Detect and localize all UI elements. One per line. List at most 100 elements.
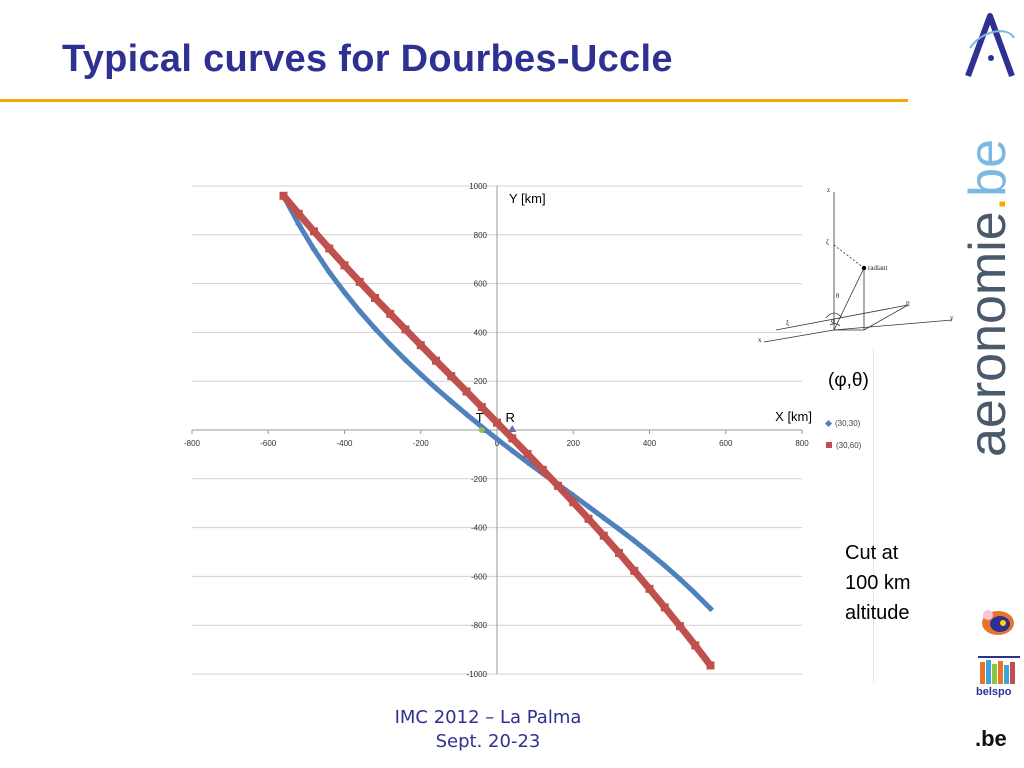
data-point-series1 (310, 245, 318, 253)
data-point-series1 (447, 397, 455, 405)
y-tick-label: -600 (471, 572, 488, 581)
y-axis-title: Y [km] (509, 191, 546, 206)
cut-altitude-note: Cut at 100 km altitude (845, 538, 965, 628)
data-point-series1 (386, 341, 394, 349)
diagram-label-theta: θ (836, 292, 840, 300)
data-point-series2 (416, 341, 425, 350)
data-point-series1 (676, 575, 684, 583)
diagram-label-eta: η (906, 299, 910, 307)
data-point-series2 (447, 372, 456, 381)
title-underline (0, 99, 908, 102)
data-point-series2 (432, 356, 440, 365)
y-tick-label: -400 (471, 524, 488, 533)
data-point-series2 (615, 548, 623, 557)
be-logo: .be (975, 726, 1007, 751)
data-point-series2 (554, 481, 562, 490)
diagram-label-xi: ξ (786, 319, 789, 327)
legend-label-series1: (30,30) (835, 418, 861, 428)
data-point-series2 (325, 244, 334, 253)
x-tick-label: 0 (495, 439, 500, 448)
data-point-series1 (402, 356, 409, 364)
data-point-series1 (646, 549, 653, 557)
data-point-series1 (630, 537, 638, 545)
data-point-series2 (599, 531, 608, 540)
station-label-t: T (476, 410, 484, 425)
x-axis-title: X [km] (775, 409, 812, 424)
data-point-series2 (371, 293, 379, 302)
data-point-series1 (356, 307, 364, 315)
footer-line-2: Sept. 20-23 (435, 731, 541, 752)
data-point-series2 (340, 261, 349, 270)
legend-label-series2: (30,60) (836, 440, 862, 450)
brand-part-2: . (959, 196, 1017, 212)
data-point-series1 (463, 410, 470, 418)
data-point-series1 (417, 370, 425, 378)
data-point-series2 (660, 603, 669, 612)
brand-vertical: aeronomie.be (952, 118, 1024, 478)
data-point-series1 (325, 268, 333, 276)
data-point-series2 (538, 465, 547, 474)
diagram-label-radiant: radiant (868, 264, 887, 272)
data-point-series1 (615, 525, 623, 533)
data-point-series2 (401, 325, 410, 334)
brand-part-3: be (959, 138, 1017, 197)
cut-note-line-1: Cut at (845, 542, 899, 564)
diagram-label-phi: φ (831, 317, 835, 325)
cut-note-line-2: 100 km (845, 572, 911, 594)
data-point-series1 (707, 605, 714, 613)
data-point-series2 (645, 584, 654, 593)
data-point-series2 (386, 309, 395, 318)
radiant-geometry-diagram: z ζ radiant θ φ η y ξ x (758, 186, 954, 344)
legend-item-series2: (30,60) (826, 434, 861, 456)
partner-logo-icon (982, 610, 1014, 635)
cut-note-line-3: altitude (845, 602, 910, 624)
brand-part-1: aeronomie (959, 211, 1017, 458)
x-tick-label: 600 (719, 439, 733, 448)
data-point-series1 (341, 288, 348, 296)
data-point-series1 (371, 324, 379, 332)
data-point-series2 (508, 434, 517, 443)
brand-wordmark: aeronomie.be (958, 139, 1018, 457)
data-point-series2 (569, 498, 578, 507)
angle-notation: (φ,θ) (828, 370, 869, 391)
y-tick-label: 600 (474, 280, 488, 289)
data-point-series1 (432, 384, 440, 392)
data-point-series2 (279, 191, 288, 200)
data-point-series2 (584, 514, 593, 523)
data-point-series1 (508, 447, 516, 455)
belspo-label: belspo (976, 686, 1012, 698)
x-tick-label: -600 (260, 439, 277, 448)
data-point-series2 (310, 227, 318, 236)
data-point-series1 (585, 503, 592, 511)
x-tick-label: 400 (643, 439, 657, 448)
data-point-series1 (691, 589, 699, 597)
data-point-series2 (691, 641, 700, 650)
data-point-series2 (706, 661, 715, 670)
diagram-label-y: y (950, 314, 954, 322)
data-point-series2 (355, 277, 364, 286)
y-tick-label: 800 (474, 231, 488, 240)
legend-item-series1: (30,30) (824, 412, 861, 434)
station-label-r: R (506, 410, 515, 425)
x-tick-label: -800 (184, 439, 201, 448)
trajectory-chart: -800 -600 -400 -200 0 200 400 600 800 -1000 -800 -6… (184, 182, 812, 679)
diagram-label-z: z (827, 186, 830, 194)
x-tick-label: 200 (567, 439, 581, 448)
chart-legend: (30,30) (30,60) (824, 412, 861, 456)
legend-marker-diamond-icon (824, 419, 833, 427)
data-point-series1 (493, 435, 501, 443)
footer: IMC 2012 – La Palma Sept. 20-23 (330, 706, 646, 754)
y-tick-label: -800 (471, 621, 488, 630)
diagram-label-zeta: ζ (826, 238, 829, 246)
radiant-point-icon (861, 265, 867, 271)
y-tick-label: 400 (474, 328, 488, 337)
station-marker-r (508, 425, 517, 432)
data-point-series1 (600, 514, 608, 522)
data-point-series2 (523, 449, 532, 458)
footer-line-1: IMC 2012 – La Palma (394, 707, 582, 728)
x-tick-label: -400 (336, 439, 353, 448)
x-tick-label: 800 (795, 439, 809, 448)
y-tick-label: 1000 (469, 182, 487, 191)
institute-logo-icon (965, 13, 1015, 78)
data-point-series2 (676, 622, 684, 631)
